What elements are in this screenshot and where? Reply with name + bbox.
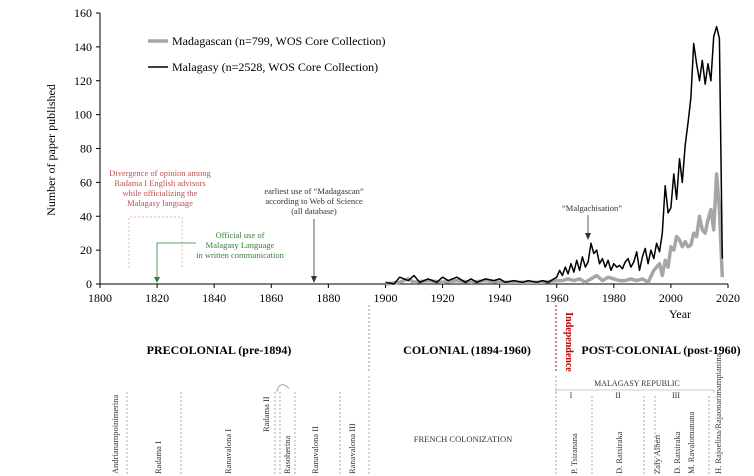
annotation-malgachisation: “Malgachisation” bbox=[562, 203, 622, 213]
y-tick-label: 0 bbox=[86, 277, 92, 291]
annotation-earliest-use: earliest use of “Madagascan” according t… bbox=[264, 186, 364, 216]
ruler-french-colonization: FRENCH COLONIZATION bbox=[414, 434, 512, 444]
republic-bracket bbox=[555, 389, 715, 393]
ruler-ranavalona-3: Ranavalona III bbox=[347, 423, 357, 474]
x-tick-label: 1920 bbox=[431, 291, 455, 305]
x-ticks: 1800 1820 1840 1860 1880 1900 1920 1940 1960 1980… bbox=[88, 284, 740, 305]
annotation-official-arrowhead bbox=[154, 277, 160, 283]
x-tick-label: 1940 bbox=[488, 291, 512, 305]
y-tick-label: 40 bbox=[80, 209, 92, 223]
x-tick-label: 1880 bbox=[316, 291, 340, 305]
radama2-hook bbox=[276, 384, 290, 393]
annotation-divergence-line: Malagasy language bbox=[127, 198, 193, 208]
y-tick-label: 120 bbox=[74, 74, 92, 88]
x-tick-label: 1820 bbox=[145, 291, 169, 305]
y-axis-label: Number of paper published bbox=[44, 84, 58, 216]
x-tick-label: 2000 bbox=[659, 291, 683, 305]
ruler-ratsiraka-1: D. Ratsiraka bbox=[614, 431, 624, 474]
annotation-official-pointer bbox=[156, 242, 196, 281]
y-tick-label: 160 bbox=[74, 6, 92, 20]
ruler-radama-1: Radama I bbox=[153, 441, 163, 474]
annotation-earliest-arrowhead bbox=[311, 276, 317, 283]
annotation-divergence-line: Divergence of opinion among bbox=[109, 168, 211, 178]
y-tick-label: 140 bbox=[74, 40, 92, 54]
ruler-rajoelina: H. Rajoelina/Rajaonarimampianina bbox=[713, 353, 723, 474]
ruler-ravalomanana: M. Ravalomanana bbox=[686, 411, 696, 474]
x-tick-label: 1960 bbox=[545, 291, 569, 305]
x-tick-label: 1980 bbox=[602, 291, 626, 305]
annotation-earliest-line: earliest use of “Madagascan” bbox=[264, 186, 364, 196]
ruler-ranavalona-1: Ranavalona I bbox=[223, 429, 233, 474]
reign-separators bbox=[126, 376, 710, 476]
republic-numeral: II bbox=[615, 391, 621, 400]
rulers: Andrianampoinimerina Radama I Ranavalona… bbox=[110, 353, 723, 474]
y-tick-label: 60 bbox=[80, 175, 92, 189]
ruler-andrianampoinimerina: Andrianampoinimerina bbox=[110, 394, 120, 474]
series-line-malagasy bbox=[385, 25, 724, 285]
y-tick-label: 100 bbox=[74, 108, 92, 122]
x-tick-label: 1800 bbox=[88, 291, 112, 305]
legend-label-madagascan: Madagascan (n=799, WOS Core Collection) bbox=[172, 34, 386, 48]
ruler-ranavalona-2: Ranavalona II bbox=[310, 426, 320, 474]
ruler-ratsiraka-2: D. Ratsiraka bbox=[672, 431, 682, 474]
annotation-earliest-line: (all database) bbox=[291, 206, 337, 216]
republic-title: MALAGASY REPUBLIC bbox=[594, 379, 680, 388]
y-ticks: 0 20 40 60 80 100 120 140 160 bbox=[74, 6, 100, 291]
ruler-rasoherina: Rasoherina bbox=[282, 436, 292, 474]
republic-numeral: I bbox=[570, 391, 573, 400]
republic-numeral: III bbox=[672, 391, 680, 400]
x-tick-label: 1840 bbox=[202, 291, 226, 305]
series-line-madagascan bbox=[385, 172, 725, 286]
annotation-divergence: Divergence of opinion among Radama I Eng… bbox=[109, 168, 211, 208]
annotation-malgachisation-arrowhead bbox=[585, 233, 591, 240]
series-layer bbox=[385, 25, 725, 286]
x-tick-label: 2020 bbox=[716, 291, 740, 305]
annotation-divergence-line: Radama I English advisors bbox=[114, 178, 205, 188]
ruler-radama-2: Radama II bbox=[261, 396, 271, 432]
y-tick-label: 20 bbox=[80, 243, 92, 257]
ruler-zafy-albert: Zafy Albert bbox=[652, 434, 662, 474]
x-tick-label: 1860 bbox=[259, 291, 283, 305]
y-tick-label: 80 bbox=[80, 142, 92, 156]
annotation-official-line: Malagasy Language bbox=[206, 240, 275, 250]
annotation-official-line: in written communication bbox=[196, 250, 285, 260]
legend-label-malagasy: Malagasy (n=2528, WOS Core Collection) bbox=[172, 60, 378, 74]
legend: Madagascan (n=799, WOS Core Collection) … bbox=[148, 34, 386, 74]
era-postcolonial: POST-COLONIAL (post-1960) bbox=[581, 343, 740, 357]
era-colonial: COLONIAL (1894-1960) bbox=[403, 343, 531, 357]
era-precolonial: PRECOLONIAL (pre-1894) bbox=[147, 343, 292, 357]
annotation-official-line: Official use of bbox=[216, 230, 265, 240]
era-independence: Independence bbox=[563, 312, 574, 372]
annotation-official-use: Official use of Malagasy Language in wri… bbox=[196, 230, 285, 260]
x-axis-label: Year bbox=[669, 307, 691, 321]
annotation-divergence-bracket bbox=[128, 216, 183, 268]
x-tick-label: 1900 bbox=[373, 291, 397, 305]
ruler-tsiranana: P. Tsiranana bbox=[569, 433, 579, 474]
annotation-divergence-line: while officializing the bbox=[123, 188, 198, 198]
annotation-earliest-line: according to Web of Science bbox=[265, 196, 363, 206]
